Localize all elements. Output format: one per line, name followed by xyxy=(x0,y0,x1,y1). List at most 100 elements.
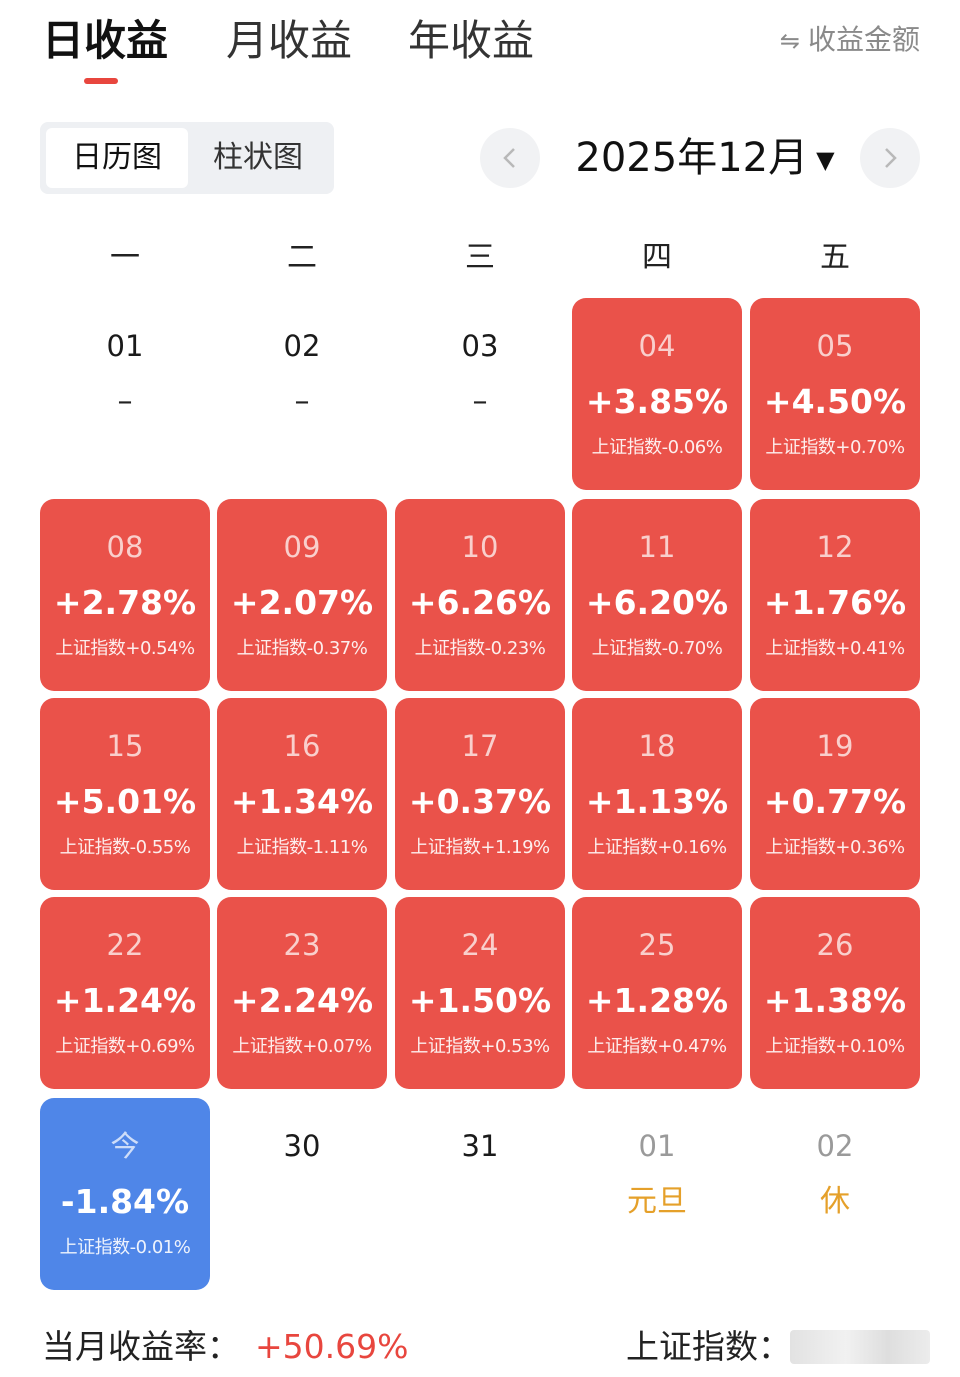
day-date: 02 xyxy=(816,1129,854,1163)
calendar-day-cell[interactable]: 17 +0.37% 上证指数+1.19% xyxy=(395,698,565,890)
day-date: 08 xyxy=(106,530,144,564)
calendar-day-cell[interactable]: 16 +1.34% 上证指数-1.11% xyxy=(217,698,387,890)
calendar-day-cell[interactable]: 05 +4.50% 上证指数+0.70% xyxy=(750,298,920,490)
chevron-left-icon xyxy=(503,148,515,168)
day-return: +3.85% xyxy=(585,382,729,421)
calendar-day-cell[interactable]: 今 -1.84% 上证指数-0.01% xyxy=(40,1098,210,1290)
prev-month-button[interactable] xyxy=(480,128,540,188)
day-index-change: 上证指数+0.16% xyxy=(587,837,727,858)
view-option-calendar[interactable]: 日历图 xyxy=(46,128,188,188)
day-return: +4.50% xyxy=(763,382,907,421)
month-return-label: 当月收益率： xyxy=(42,1327,240,1366)
month-return-value: +50.69% xyxy=(255,1327,409,1366)
calendar-day-cell[interactable]: 22 +1.24% 上证指数+0.69% xyxy=(40,897,210,1089)
day-date: 02 xyxy=(283,329,321,363)
view-switch: 日历图 柱状图 xyxy=(40,122,334,194)
day-date: 19 xyxy=(816,729,854,763)
calendar-day-cell[interactable]: 02 – xyxy=(217,298,387,490)
swap-arrows-icon: ⇋ xyxy=(779,27,800,55)
day-date: 11 xyxy=(638,530,676,564)
day-date: 03 xyxy=(461,329,499,363)
calendar-day-cell[interactable]: 15 +5.01% 上证指数-0.55% xyxy=(40,698,210,890)
day-date: 30 xyxy=(283,1129,321,1163)
day-date: 31 xyxy=(461,1129,499,1163)
index-return-label: 上证指数： xyxy=(626,1327,791,1366)
day-return: +0.77% xyxy=(763,782,907,821)
day-date: 09 xyxy=(283,530,321,564)
weekday-mon: 一 xyxy=(110,240,140,275)
day-return: +6.20% xyxy=(585,583,729,622)
calendar-day-cell[interactable]: 02 休 xyxy=(750,1098,920,1290)
tab-monthly-return[interactable]: 月收益 xyxy=(226,16,353,65)
day-return: +1.50% xyxy=(408,981,552,1020)
calendar-day-cell[interactable]: 25 +1.28% 上证指数+0.47% xyxy=(572,897,742,1089)
day-return: +1.38% xyxy=(763,981,907,1020)
calendar-day-cell[interactable]: 08 +2.78% 上证指数+0.54% xyxy=(40,499,210,691)
day-index-change: 上证指数+0.54% xyxy=(55,638,195,659)
day-return: +1.24% xyxy=(53,981,197,1020)
chevron-right-icon xyxy=(885,148,897,168)
view-option-bar-chart[interactable]: 柱状图 xyxy=(213,140,303,175)
calendar-day-cell[interactable]: 09 +2.07% 上证指数-0.37% xyxy=(217,499,387,691)
day-index-change: 上证指数-1.11% xyxy=(236,837,368,858)
tab-daily-return[interactable]: 日收益 xyxy=(42,16,169,65)
calendar-day-cell[interactable]: 12 +1.76% 上证指数+0.41% xyxy=(750,499,920,691)
day-index-change: 上证指数+0.07% xyxy=(232,1036,372,1057)
day-date: 12 xyxy=(816,530,854,564)
day-return: +2.24% xyxy=(230,981,374,1020)
calendar-day-cell[interactable]: 04 +3.85% 上证指数-0.06% xyxy=(572,298,742,490)
day-index-change: 上证指数+1.19% xyxy=(410,837,550,858)
day-index-change: 上证指数-0.37% xyxy=(236,638,368,659)
month-selector[interactable]: 2025年12月 ▼ xyxy=(560,132,850,186)
day-return: +5.01% xyxy=(53,782,197,821)
day-index-change: 上证指数-0.23% xyxy=(414,638,546,659)
day-return-placeholder: – xyxy=(472,384,488,419)
day-date: 18 xyxy=(638,729,676,763)
tab-yearly-return[interactable]: 年收益 xyxy=(408,16,535,65)
day-date: 25 xyxy=(638,928,676,962)
weekday-wed: 三 xyxy=(465,240,495,275)
day-index-change: 上证指数+0.10% xyxy=(765,1036,905,1057)
day-date: 01 xyxy=(638,1129,676,1163)
calendar-day-cell[interactable]: 19 +0.77% 上证指数+0.36% xyxy=(750,698,920,890)
day-date: 05 xyxy=(816,329,854,363)
day-return: +6.26% xyxy=(408,583,552,622)
weekday-fri: 五 xyxy=(820,240,850,275)
calendar-day-cell[interactable]: 11 +6.20% 上证指数-0.70% xyxy=(572,499,742,691)
day-index-change: 上证指数+0.70% xyxy=(765,437,905,458)
holiday-label: 休 xyxy=(820,1184,850,1219)
day-return: -1.84% xyxy=(60,1182,190,1221)
calendar-day-cell[interactable]: 31 xyxy=(395,1098,565,1290)
calendar-day-cell[interactable]: 03 – xyxy=(395,298,565,490)
calendar-day-cell[interactable]: 24 +1.50% 上证指数+0.53% xyxy=(395,897,565,1089)
day-date: 04 xyxy=(638,329,676,363)
day-date: 01 xyxy=(106,329,144,363)
amount-toggle-button[interactable]: ⇋ 收益金额 xyxy=(780,20,920,61)
calendar-day-cell[interactable]: 23 +2.24% 上证指数+0.07% xyxy=(217,897,387,1089)
day-date: 今 xyxy=(110,1129,140,1163)
calendar-day-cell[interactable]: 01 元旦 xyxy=(572,1098,742,1290)
day-index-change: 上证指数+0.69% xyxy=(55,1036,195,1057)
redacted-index-value xyxy=(790,1330,930,1364)
calendar-day-cell[interactable]: 10 +6.26% 上证指数-0.23% xyxy=(395,499,565,691)
calendar-day-cell[interactable]: 01 – xyxy=(40,298,210,490)
next-month-button[interactable] xyxy=(860,128,920,188)
day-return-placeholder: – xyxy=(294,384,310,419)
day-return: +2.78% xyxy=(53,583,197,622)
weekday-tue: 二 xyxy=(287,240,317,275)
day-index-change: 上证指数+0.47% xyxy=(587,1036,727,1057)
day-date: 22 xyxy=(106,928,144,962)
day-date: 26 xyxy=(816,928,854,962)
calendar-day-cell[interactable]: 18 +1.13% 上证指数+0.16% xyxy=(572,698,742,890)
day-date: 24 xyxy=(461,928,499,962)
day-return: +1.76% xyxy=(763,583,907,622)
amount-toggle-label: 收益金额 xyxy=(807,23,920,56)
day-date: 15 xyxy=(106,729,144,763)
day-index-change: 上证指数-0.70% xyxy=(591,638,723,659)
day-index-change: 上证指数-0.06% xyxy=(591,437,723,458)
calendar-day-cell[interactable]: 30 xyxy=(217,1098,387,1290)
calendar-day-cell[interactable]: 26 +1.38% 上证指数+0.10% xyxy=(750,897,920,1089)
day-index-change: 上证指数+0.41% xyxy=(765,638,905,659)
day-return: +1.34% xyxy=(230,782,374,821)
active-tab-indicator xyxy=(84,78,118,84)
